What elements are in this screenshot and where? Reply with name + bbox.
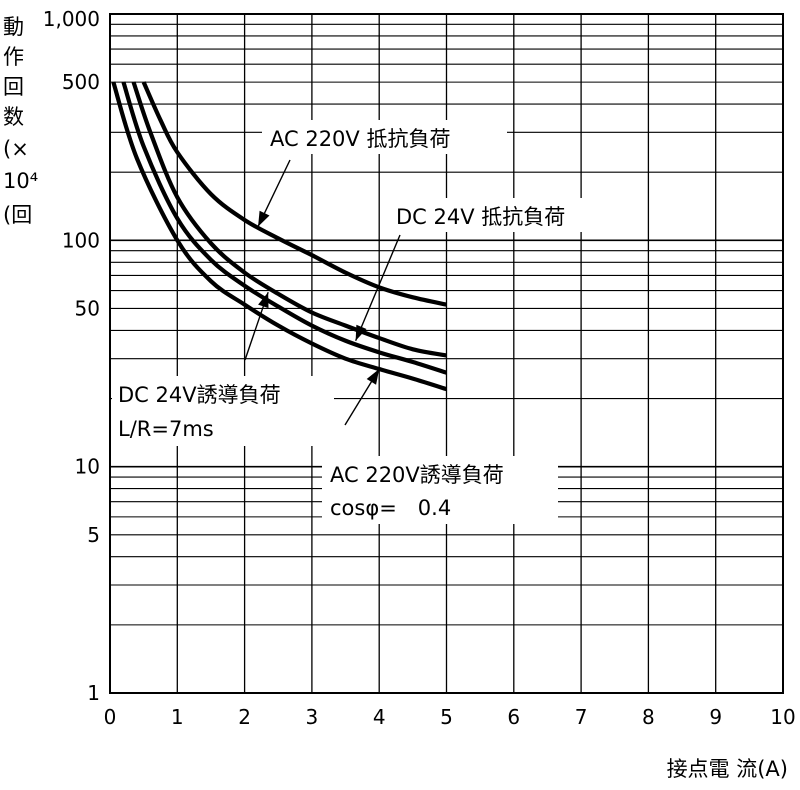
annotation-dc-24v-inductive: DC 24V誘導負荷 — [118, 383, 281, 407]
annotation-dc-24v-resistive: DC 24V 抵抗負荷 — [396, 205, 565, 229]
series-curve-0 — [141, 81, 447, 307]
ylabel-char-6: (回 — [3, 203, 32, 227]
y-axis-label: 動 作 回 数 (× 10⁴ (回 — [3, 15, 38, 227]
x-tick-label-3: 3 — [306, 705, 319, 729]
annotation-dc-24v-inductive-lr: L/R=7ms — [118, 417, 214, 441]
y-tick-label-3: 50 — [75, 296, 100, 320]
annotation-arrowhead-0 — [258, 210, 270, 227]
series-curve-1 — [131, 81, 447, 358]
y-tick-label-0: 1 — [87, 681, 100, 705]
x-tick-label-6: 6 — [507, 705, 520, 729]
ylabel-char-5: 10⁴ — [3, 169, 38, 193]
annotation-arrowhead-2 — [258, 292, 269, 309]
ylabel-char-4: (× — [3, 137, 29, 161]
ylabel-char-1: 作 — [3, 45, 24, 69]
x-tick-label-4: 4 — [373, 705, 386, 729]
ann-bg-dc-resistive — [388, 198, 620, 232]
y-tick-label-6: 1,000 — [43, 7, 100, 31]
ann-bg-dc-inductive — [112, 376, 334, 446]
series-curves — [111, 81, 448, 392]
annotation-ac-220v-resistive: AC 220V 抵抗負荷 — [270, 127, 450, 151]
x-tick-label-9: 9 — [709, 705, 722, 729]
series-curve-2 — [121, 81, 448, 375]
x-tick-label-10: 10 — [770, 705, 795, 729]
ann-bg-ac-inductive — [322, 456, 558, 524]
x-axis-label: 接点電 流(A) — [667, 757, 788, 781]
annotation-arrowhead-3 — [366, 369, 380, 385]
annotation-arrowhead-1 — [355, 324, 367, 341]
annotation-ac-220v-inductive: AC 220V誘導負荷 — [330, 463, 504, 487]
y-tick-label-1: 5 — [87, 523, 100, 547]
x-tick-label-1: 1 — [171, 705, 184, 729]
ylabel-char-0: 動 — [3, 15, 24, 39]
plot-frame — [109, 13, 784, 694]
x-tick-label-5: 5 — [440, 705, 453, 729]
x-tick-label-2: 2 — [238, 705, 251, 729]
ylabel-char-3: 数 — [3, 105, 24, 129]
annotation-arrows — [244, 159, 401, 426]
ann-bg-ac-resistive — [262, 120, 507, 154]
x-tick-label-0: 0 — [104, 705, 117, 729]
annotation-ac-220v-inductive-cos: cosφ= 0.4 — [330, 496, 451, 520]
y-tick-labels: 1 5 10 50 100 500 1,000 — [43, 7, 100, 705]
ylabel-char-2: 回 — [3, 75, 24, 99]
annotation-leader-1 — [354, 234, 401, 342]
y-tick-label-5: 500 — [62, 70, 100, 94]
x-tick-labels: 0 1 2 3 4 5 6 7 8 9 10 — [104, 705, 796, 729]
series-curve-3 — [111, 81, 448, 392]
y-tick-label-4: 100 — [62, 228, 100, 252]
x-tick-label-7: 7 — [575, 705, 588, 729]
x-tick-label-8: 8 — [642, 705, 655, 729]
y-tick-label-2: 10 — [75, 455, 100, 479]
